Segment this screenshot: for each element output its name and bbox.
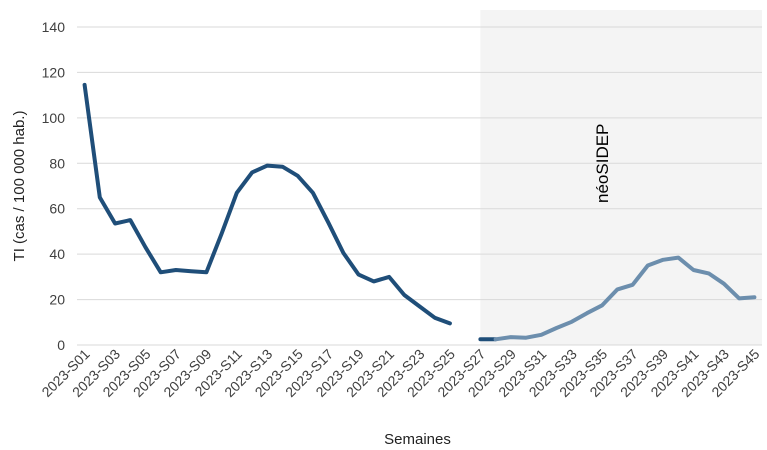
- annotation-label: néoSIDEP: [593, 124, 612, 203]
- y-tick-label: 0: [57, 337, 65, 353]
- y-tick-label: 120: [42, 64, 66, 80]
- series-lines: [82, 82, 757, 342]
- x-axis-title: Semaines: [384, 431, 451, 448]
- y-tick-label: 100: [42, 110, 66, 126]
- y-tick-label: 60: [49, 201, 65, 217]
- y-tick-label: 40: [49, 246, 65, 262]
- neosidep-shaded-region: [480, 10, 762, 345]
- y-tick-label: 20: [49, 292, 65, 308]
- gridlines: [77, 26, 762, 346]
- y-axis-title: TI (cas / 100 000 hab.): [11, 111, 28, 262]
- y-tick-label: 80: [49, 155, 65, 171]
- series-line: [493, 255, 757, 342]
- series-line: [82, 82, 452, 326]
- y-tick-label: 140: [42, 19, 66, 35]
- x-tick-labels: 2023-S012023-S032023-S052023-S072023-S09…: [38, 346, 762, 400]
- y-tick-labels: 0 20 40 60 80 100 120 140: [42, 19, 66, 353]
